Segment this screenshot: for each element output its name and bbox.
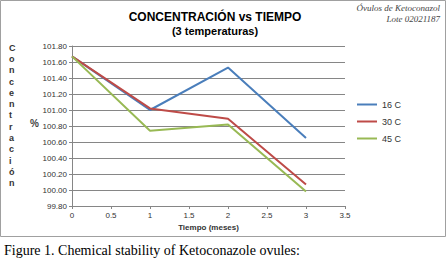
svg-text:16 C: 16 C [382, 100, 402, 110]
svg-text:100.00: 100.00 [43, 186, 68, 195]
svg-text:c: c [9, 77, 14, 87]
svg-text:a: a [9, 133, 15, 143]
svg-text:r: r [9, 122, 13, 132]
svg-text:101.00: 101.00 [43, 106, 68, 115]
svg-text:101.60: 101.60 [43, 58, 68, 67]
svg-text:1: 1 [148, 211, 153, 220]
svg-text:Óvulos de Ketoconazol: Óvulos de Ketoconazol [357, 3, 441, 13]
svg-text:c: c [9, 144, 14, 154]
svg-text:0.5: 0.5 [105, 211, 117, 220]
svg-text:30 C: 30 C [382, 117, 402, 127]
svg-text:45 C: 45 C [382, 134, 402, 144]
svg-text:Figure 1. Chemical stability o: Figure 1. Chemical stability of Ketocona… [4, 243, 300, 258]
svg-text:o: o [9, 54, 15, 64]
svg-text:100.40: 100.40 [43, 154, 68, 163]
svg-text:n: n [9, 178, 15, 188]
svg-text:e: e [9, 88, 14, 98]
svg-text:Tiempo (meses): Tiempo (meses) [178, 223, 239, 232]
svg-text:ó: ó [9, 167, 15, 177]
svg-text:Lote 02021187: Lote 02021187 [385, 14, 440, 24]
svg-text:C: C [9, 43, 16, 53]
svg-text:2: 2 [226, 211, 231, 220]
svg-text:99.80: 99.80 [47, 202, 68, 211]
svg-text:100.60: 100.60 [43, 138, 68, 147]
svg-text:101.20: 101.20 [43, 90, 68, 99]
svg-text:i: i [9, 156, 12, 166]
svg-text:101.40: 101.40 [43, 74, 68, 83]
svg-text:(3 temperaturas): (3 temperaturas) [172, 25, 259, 37]
svg-text:CONCENTRACIÓN vs TIEMPO: CONCENTRACIÓN vs TIEMPO [129, 9, 302, 24]
svg-text:1.5: 1.5 [183, 211, 195, 220]
svg-text:2.5: 2.5 [261, 211, 273, 220]
svg-text:n: n [9, 99, 15, 109]
svg-text:t: t [9, 110, 12, 120]
svg-text:100.20: 100.20 [43, 170, 68, 179]
svg-text:0: 0 [70, 211, 75, 220]
svg-text:3: 3 [304, 211, 309, 220]
svg-text:100.80: 100.80 [43, 122, 68, 131]
svg-text:3.5: 3.5 [339, 211, 351, 220]
svg-text:101.80: 101.80 [43, 42, 68, 51]
svg-text:n: n [9, 65, 15, 75]
svg-text:%: % [30, 118, 39, 129]
